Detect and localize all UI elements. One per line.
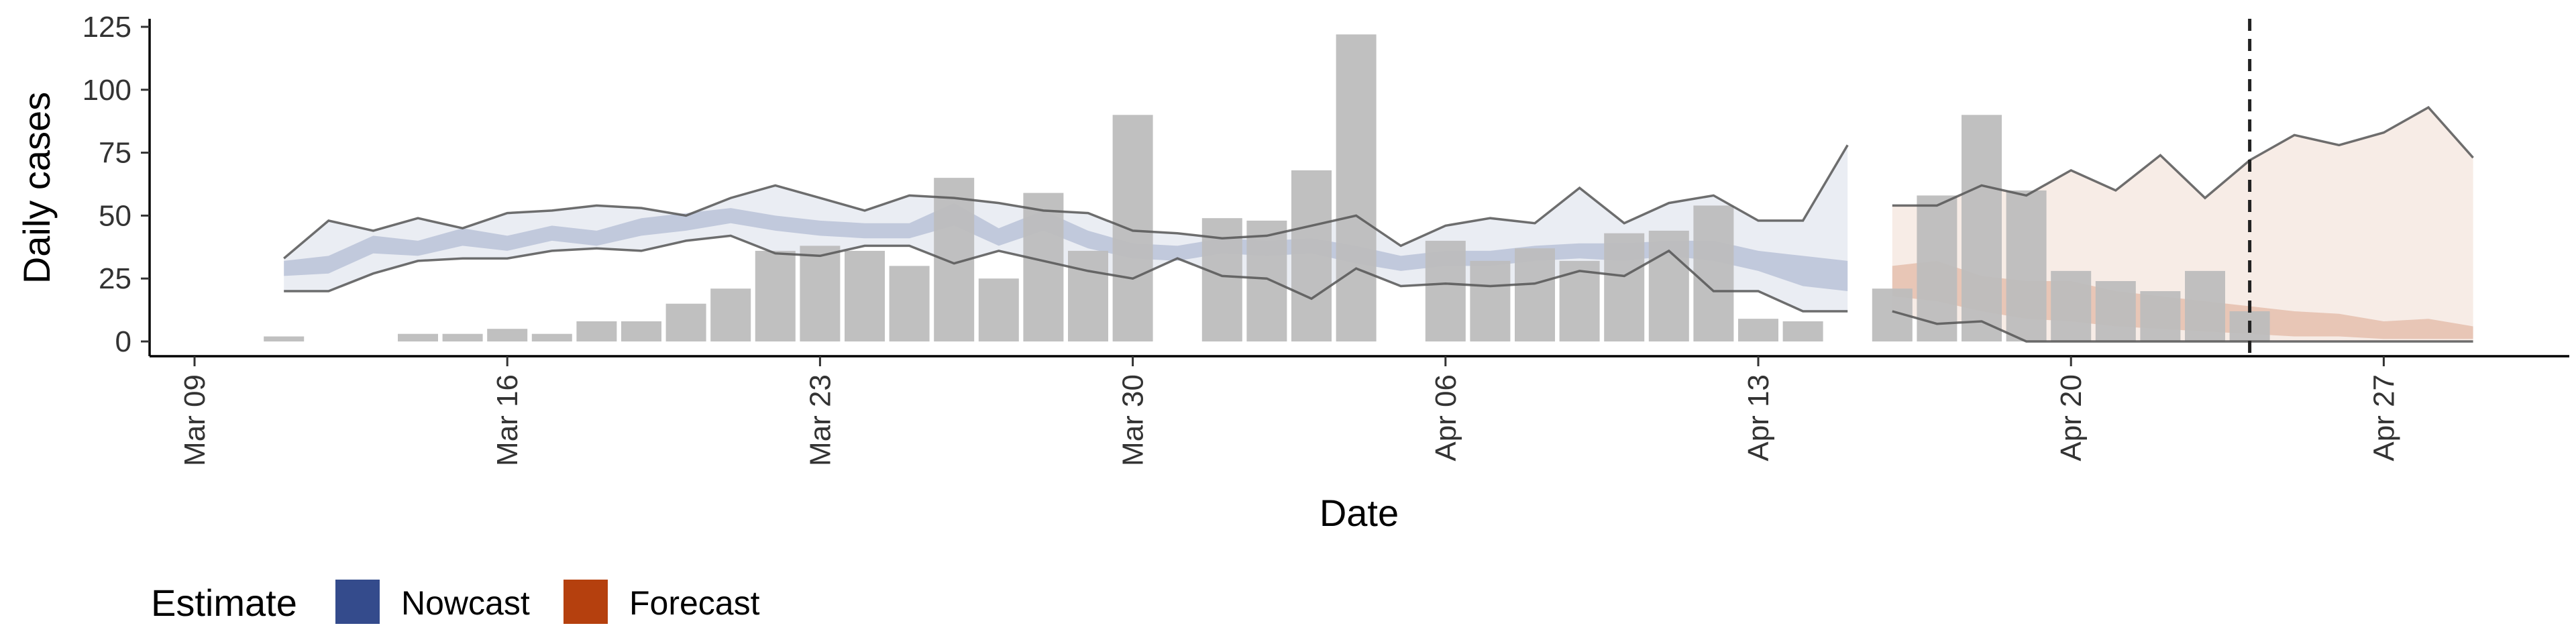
forecast-upper-bound-line bbox=[1892, 105, 2474, 207]
x-tick-label: Mar 23 bbox=[804, 374, 837, 466]
y-tick-label: 50 bbox=[99, 199, 131, 232]
case-bar bbox=[800, 246, 841, 341]
case-bar bbox=[531, 333, 572, 341]
x-tick-label: Mar 16 bbox=[491, 374, 524, 466]
x-tick-label: Apr 13 bbox=[1742, 374, 1775, 462]
case-bar bbox=[2051, 270, 2092, 341]
x-axis-title: Date bbox=[1320, 492, 1399, 534]
case-bar bbox=[2095, 281, 2136, 341]
case-bar bbox=[2185, 270, 2225, 341]
case-bar bbox=[978, 278, 1019, 341]
case-bar bbox=[755, 250, 796, 341]
case-bar bbox=[1693, 205, 1734, 341]
case-bar bbox=[1068, 250, 1108, 341]
case-bar bbox=[1515, 248, 1555, 341]
legend-key-nowcast bbox=[335, 580, 380, 624]
forecast-lower-bound-line bbox=[1892, 310, 2473, 343]
x-tick-label: Mar 09 bbox=[178, 374, 211, 466]
case-bar bbox=[1246, 220, 1287, 341]
nowcast-upper-bound-line bbox=[283, 144, 1849, 260]
case-bar bbox=[576, 321, 617, 341]
case-bar bbox=[398, 333, 438, 341]
legend: Estimate Nowcast Forecast bbox=[151, 580, 760, 624]
case-bar bbox=[2006, 190, 2047, 341]
case-bar bbox=[1291, 170, 1332, 341]
case-bar bbox=[621, 321, 661, 341]
case-bar bbox=[1112, 115, 1153, 342]
daily-case-bars bbox=[264, 34, 2270, 342]
nowcast-lower-bound-line bbox=[284, 234, 1848, 313]
case-bar bbox=[1604, 233, 1645, 341]
case-bar bbox=[487, 329, 528, 341]
y-tick-label: 0 bbox=[115, 325, 131, 358]
case-bar bbox=[2140, 291, 2181, 341]
y-tick-label: 125 bbox=[83, 11, 131, 44]
case-bar bbox=[665, 303, 706, 341]
x-tick-label: Apr 20 bbox=[2055, 374, 2088, 462]
case-bar bbox=[1425, 240, 1466, 341]
case-bar bbox=[1782, 321, 1823, 341]
y-axis-title: Daily cases bbox=[15, 92, 58, 284]
x-tick-label: Apr 27 bbox=[2367, 374, 2400, 462]
case-bar bbox=[1470, 260, 1511, 341]
case-bar bbox=[1023, 193, 1064, 341]
case-bar bbox=[442, 333, 483, 341]
case-bar bbox=[889, 266, 930, 341]
case-bar bbox=[710, 288, 751, 341]
legend-label-forecast: Forecast bbox=[629, 584, 760, 622]
case-bar bbox=[845, 250, 885, 341]
nowcast-inner-band bbox=[284, 203, 1848, 291]
x-axis-ticks: Mar 09 Mar 16 Mar 23 Mar 30 Apr 06 Apr 13 Apr … bbox=[178, 356, 2400, 466]
x-tick-label: Mar 30 bbox=[1117, 374, 1150, 466]
x-tick-label: Apr 06 bbox=[1430, 374, 1462, 462]
y-tick-label: 100 bbox=[83, 74, 131, 107]
case-bar bbox=[1738, 319, 1778, 341]
case-bar bbox=[1336, 34, 1377, 342]
legend-title: Estimate bbox=[151, 582, 297, 624]
y-tick-label: 25 bbox=[99, 262, 131, 295]
case-bar bbox=[1962, 115, 2002, 342]
legend-label-nowcast: Nowcast bbox=[401, 584, 530, 622]
y-axis-ticks: 0 25 50 75 100 125 bbox=[83, 11, 150, 358]
case-bar bbox=[1648, 230, 1689, 341]
y-tick-label: 75 bbox=[99, 137, 131, 170]
case-bar bbox=[1917, 195, 1957, 341]
legend-key-forecast bbox=[564, 580, 608, 624]
band-outlines bbox=[283, 105, 2474, 343]
case-bar bbox=[264, 336, 305, 341]
